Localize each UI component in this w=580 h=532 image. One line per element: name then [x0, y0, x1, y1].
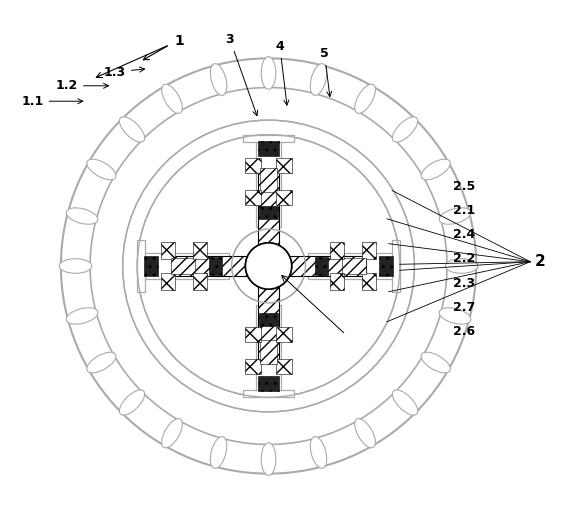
Polygon shape [258, 169, 279, 246]
Polygon shape [392, 240, 400, 292]
Ellipse shape [211, 64, 227, 95]
Polygon shape [243, 389, 294, 397]
Polygon shape [379, 256, 393, 276]
Ellipse shape [261, 56, 276, 89]
Circle shape [123, 120, 415, 412]
Ellipse shape [393, 390, 418, 415]
Ellipse shape [393, 117, 418, 142]
Ellipse shape [66, 208, 98, 225]
Ellipse shape [355, 84, 375, 113]
Polygon shape [260, 340, 277, 364]
Polygon shape [144, 256, 158, 276]
Polygon shape [245, 327, 261, 342]
Ellipse shape [119, 117, 144, 142]
Polygon shape [245, 190, 261, 205]
Ellipse shape [421, 159, 450, 180]
Text: 2.4: 2.4 [453, 228, 475, 241]
Polygon shape [171, 258, 195, 274]
Polygon shape [276, 190, 292, 205]
Polygon shape [259, 313, 278, 326]
Text: 1.2: 1.2 [56, 79, 108, 92]
Ellipse shape [310, 437, 327, 468]
Polygon shape [288, 256, 365, 276]
Polygon shape [193, 273, 207, 289]
Text: 1.1: 1.1 [21, 95, 83, 107]
Ellipse shape [162, 84, 182, 113]
Polygon shape [276, 327, 292, 342]
Text: 5: 5 [320, 47, 332, 97]
Polygon shape [193, 243, 207, 259]
Polygon shape [161, 243, 175, 259]
Text: 2.6: 2.6 [453, 325, 475, 338]
Polygon shape [172, 256, 249, 276]
Polygon shape [161, 273, 175, 289]
Polygon shape [137, 240, 145, 292]
Text: 2: 2 [535, 254, 545, 269]
Ellipse shape [261, 443, 276, 476]
Circle shape [137, 135, 400, 397]
Text: 4: 4 [276, 40, 289, 105]
Polygon shape [256, 305, 281, 395]
Circle shape [245, 243, 292, 289]
Ellipse shape [66, 307, 98, 324]
Polygon shape [362, 273, 376, 289]
Polygon shape [330, 273, 345, 289]
Ellipse shape [162, 419, 182, 448]
Text: 3: 3 [226, 33, 258, 115]
Polygon shape [276, 159, 292, 173]
Polygon shape [316, 256, 328, 276]
Ellipse shape [421, 352, 450, 373]
Polygon shape [245, 159, 261, 173]
Ellipse shape [445, 259, 478, 273]
Circle shape [61, 59, 476, 473]
Ellipse shape [355, 419, 375, 448]
Circle shape [90, 88, 447, 444]
Ellipse shape [119, 390, 144, 415]
Polygon shape [256, 137, 281, 227]
Ellipse shape [87, 352, 116, 373]
Text: 1.3: 1.3 [104, 65, 144, 79]
Polygon shape [342, 258, 367, 274]
Polygon shape [259, 206, 278, 219]
Polygon shape [330, 243, 345, 259]
Ellipse shape [59, 259, 92, 273]
Ellipse shape [439, 307, 471, 324]
Polygon shape [209, 256, 222, 276]
Polygon shape [260, 168, 277, 192]
Text: 2.7: 2.7 [453, 301, 475, 314]
Polygon shape [258, 286, 279, 363]
Ellipse shape [439, 208, 471, 225]
Ellipse shape [310, 64, 327, 95]
Text: 1: 1 [174, 34, 184, 48]
Polygon shape [243, 135, 294, 143]
Ellipse shape [211, 437, 227, 468]
Text: 2.2: 2.2 [453, 252, 475, 265]
Polygon shape [258, 141, 279, 156]
Polygon shape [258, 376, 279, 391]
Text: 2.3: 2.3 [453, 277, 475, 289]
Circle shape [245, 243, 292, 289]
Polygon shape [276, 359, 292, 373]
Text: 2.5: 2.5 [453, 180, 475, 193]
Polygon shape [308, 253, 397, 279]
Circle shape [231, 229, 306, 303]
Polygon shape [245, 359, 261, 373]
Polygon shape [362, 243, 376, 259]
Ellipse shape [87, 159, 116, 180]
Polygon shape [140, 253, 229, 279]
Text: 2.1: 2.1 [453, 204, 475, 217]
